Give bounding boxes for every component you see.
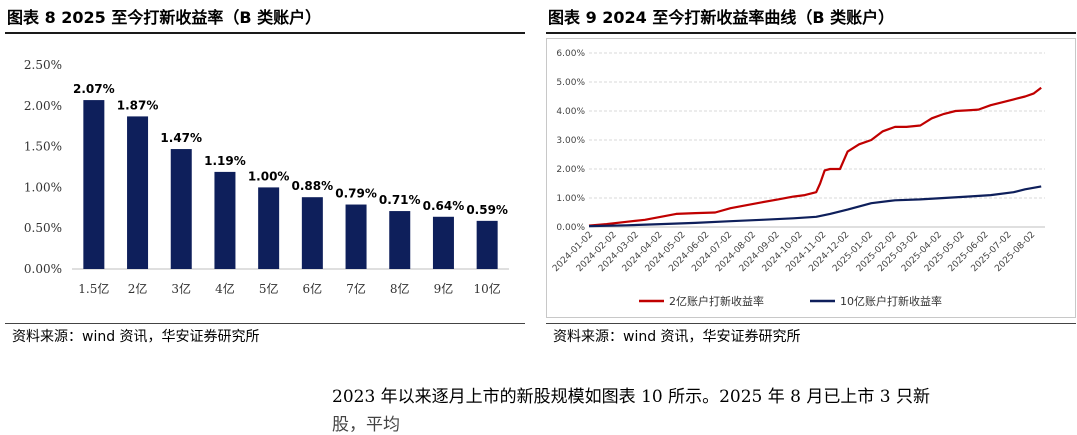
y-tick-label: 3.00% xyxy=(556,136,585,146)
body-paragraph-line-1: 2023 年以来逐月上市的新股规模如图表 10 所示。2025 年 8 月已上市… xyxy=(332,387,931,407)
y-tick-label: 2.00% xyxy=(556,165,585,175)
source-divider-right xyxy=(546,323,1076,324)
line-chart-svg: 0.00%1.00%2.00%3.00%4.00%5.00%6.00%2024-… xyxy=(551,49,1045,308)
bar-data-label: 0.88% xyxy=(292,179,334,193)
body-paragraph-line-2: 股，平均 xyxy=(332,415,400,435)
y-tick-label: 0.00% xyxy=(24,262,62,276)
y-tick-label: 5.00% xyxy=(556,78,585,88)
series-line xyxy=(588,185,1042,228)
x-tick-label: 2亿 xyxy=(128,281,148,296)
y-tick-label: 0.50% xyxy=(24,221,62,235)
bar xyxy=(476,220,498,269)
bar-data-label: 1.47% xyxy=(160,131,202,145)
chart-title-right: 图表 9 2024 至今打新收益率曲线（B 类账户） xyxy=(548,8,895,27)
x-tick-label: 7亿 xyxy=(346,281,366,296)
bar-data-label: 0.64% xyxy=(423,199,465,213)
title-divider-left xyxy=(5,32,525,34)
series-line xyxy=(588,86,1042,227)
bar-data-label: 2.07% xyxy=(73,82,115,96)
y-tick-label: 2.00% xyxy=(24,99,62,113)
bar-chart-panel: 0.00% 0.50% 1.00% 1.50% 2.00% 2.50% 2.07% 1.5亿 1… xyxy=(14,40,524,310)
y-tick-label: 1.00% xyxy=(24,180,62,194)
bar xyxy=(258,187,280,269)
bar-chart-svg: 0.00% 0.50% 1.00% 1.50% 2.00% 2.50% 2.07% 1.5亿 1… xyxy=(24,58,509,296)
y-tick-label: 6.00% xyxy=(556,49,585,59)
bar xyxy=(214,171,236,269)
x-tick-label: 10亿 xyxy=(474,281,501,296)
x-tick-label: 6亿 xyxy=(303,281,323,296)
legend-label: 2亿账户打新收益率 xyxy=(669,294,764,308)
bar-data-label: 0.79% xyxy=(335,187,377,201)
y-tick-label: 1.50% xyxy=(24,140,62,154)
legend-label: 10亿账户打新收益率 xyxy=(840,294,942,308)
y-tick-label: 2.50% xyxy=(24,58,62,72)
chart-title-left: 图表 8 2025 至今打新收益率（B 类账户） xyxy=(7,8,322,27)
bar-data-label: 1.19% xyxy=(204,154,246,168)
bar-data-label: 0.59% xyxy=(466,203,508,217)
x-tick-label: 9亿 xyxy=(434,281,454,296)
bar xyxy=(127,116,149,270)
bar xyxy=(432,216,454,269)
source-note-right: 资料来源：wind 资讯，华安证券研究所 xyxy=(553,329,801,345)
y-tick-label: 1.00% xyxy=(556,194,585,204)
title-divider-right xyxy=(546,32,1076,34)
x-tick-label: 3亿 xyxy=(171,281,191,296)
bar-data-label: 1.00% xyxy=(248,169,290,183)
x-tick-label: 1.5亿 xyxy=(78,281,109,296)
y-tick-label: 4.00% xyxy=(556,107,585,117)
bar xyxy=(170,149,192,269)
bar-data-label: 1.87% xyxy=(117,98,159,112)
source-note-left: 资料来源：wind 资讯，华安证券研究所 xyxy=(12,329,260,345)
bar xyxy=(389,211,411,269)
bar xyxy=(301,197,323,269)
y-tick-label: 0.00% xyxy=(556,223,585,233)
bar-data-label: 0.71% xyxy=(379,193,421,207)
bar xyxy=(83,100,105,269)
x-tick-label: 4亿 xyxy=(215,281,235,296)
line-chart-panel: 0.00% 1.00% 2.00% 3.00% 4.00% 5.00% 6.00% 2024-… xyxy=(546,38,1076,318)
x-tick-label: 8亿 xyxy=(390,281,410,296)
x-tick-label: 5亿 xyxy=(259,281,279,296)
source-divider-left xyxy=(5,323,525,324)
bar xyxy=(345,204,367,269)
